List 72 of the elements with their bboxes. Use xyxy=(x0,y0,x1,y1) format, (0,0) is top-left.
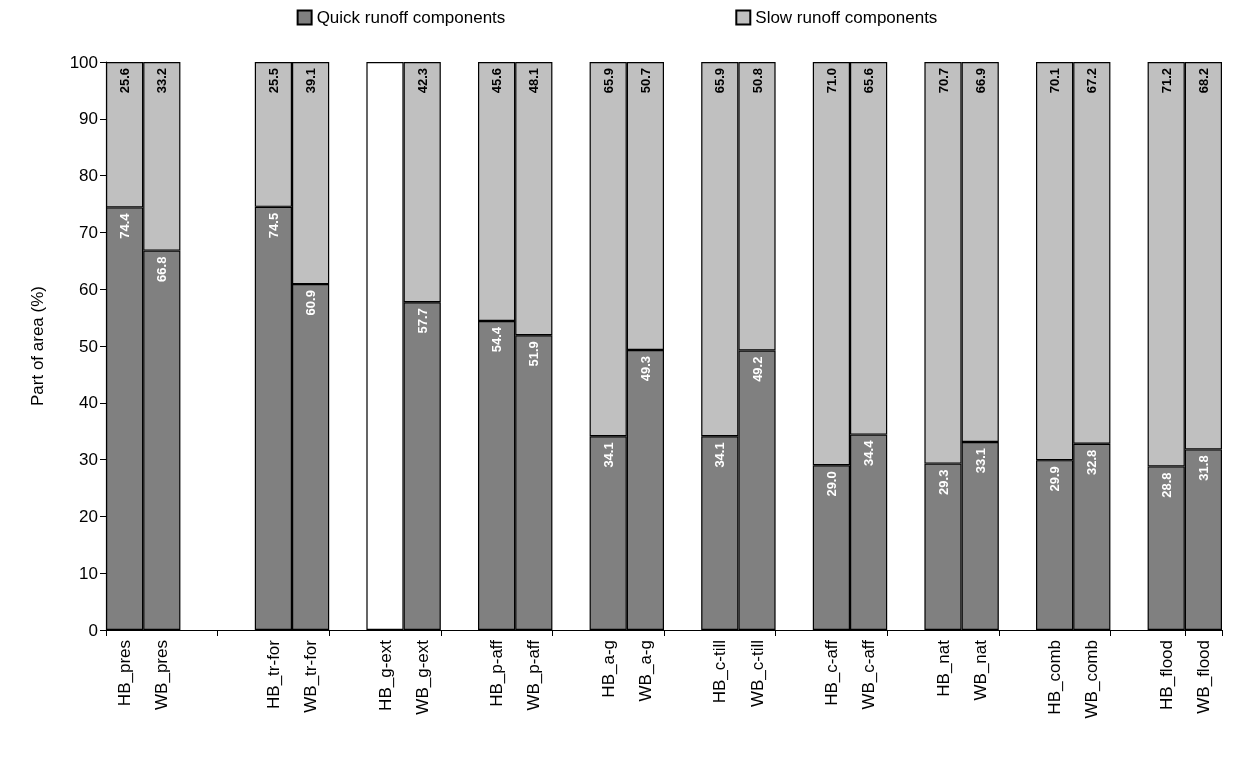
data-label: 49.3 xyxy=(637,355,653,382)
data-label: 57.7 xyxy=(414,308,430,334)
x-tick-label: HB_tr-for xyxy=(263,639,283,709)
y-tick-label: 80 xyxy=(79,166,98,186)
y-tick-label: 90 xyxy=(79,109,98,129)
y-tick-label: 0 xyxy=(88,620,98,640)
data-label: 68.2 xyxy=(1195,68,1211,94)
data-label: 45.6 xyxy=(489,68,505,94)
data-label: 65.9 xyxy=(712,68,728,94)
data-label: 34.4 xyxy=(861,439,877,466)
x-tick-label: HB_p-aff xyxy=(487,639,507,707)
data-label: 34.1 xyxy=(600,442,616,468)
x-tick-label: WB_comb xyxy=(1082,640,1102,719)
data-label: 67.2 xyxy=(1084,68,1100,94)
data-label: 65.6 xyxy=(861,68,877,94)
data-label: 25.5 xyxy=(265,68,281,94)
data-label: 60.9 xyxy=(303,290,319,316)
x-tick-label: WB_nat xyxy=(970,639,990,701)
x-tick-label: HB_c-aff xyxy=(821,639,841,706)
x-tick-label: WB_c-till xyxy=(747,640,767,708)
data-label: 51.9 xyxy=(526,341,542,367)
data-label: 65.9 xyxy=(600,68,616,94)
y-tick-label: 100 xyxy=(69,52,98,72)
legend-label: Slow runoff components xyxy=(755,8,938,27)
data-label: 25.6 xyxy=(117,68,133,94)
legend-label: Quick runoff components xyxy=(316,8,506,27)
y-tick-label: 70 xyxy=(79,222,98,242)
data-label: 32.8 xyxy=(1084,449,1100,476)
data-label: 28.8 xyxy=(1158,472,1174,498)
y-tick-label: 60 xyxy=(79,279,98,299)
data-label: 70.1 xyxy=(1047,68,1063,94)
x-tick-label: WB_tr-for xyxy=(301,639,321,713)
y-tick-label: 50 xyxy=(79,336,98,356)
data-label: 71.2 xyxy=(1158,68,1174,94)
x-tick-label: HB_flood xyxy=(1156,640,1176,710)
data-label: 54.4 xyxy=(489,326,505,353)
y-tick-label: 20 xyxy=(79,506,98,526)
y-tick-label: 10 xyxy=(79,563,98,583)
data-label: 33.2 xyxy=(154,68,170,94)
data-label: 66.8 xyxy=(154,256,170,282)
data-label: 29.0 xyxy=(823,471,839,497)
data-label: 34.1 xyxy=(712,442,728,468)
data-label: 39.1 xyxy=(303,68,319,94)
x-tick-label: WB_c-aff xyxy=(859,639,879,710)
x-tick-label: WB_a-g xyxy=(635,640,655,702)
data-label: 74.4 xyxy=(117,212,133,239)
x-tick-label: HB_c-till xyxy=(710,640,730,704)
x-tick-label: HB_a-g xyxy=(598,640,618,698)
x-tick-label: HB_comb xyxy=(1045,640,1065,715)
x-tick-label: WB_pres xyxy=(152,640,172,710)
x-tick-label: WB_p-aff xyxy=(524,639,544,711)
data-label: 29.9 xyxy=(1047,466,1063,492)
x-tick-label: WB_g-ext xyxy=(412,639,432,715)
data-label: 49.2 xyxy=(749,356,765,382)
y-axis-title: Part of area (%) xyxy=(28,286,47,406)
data-label: 48.1 xyxy=(526,68,542,94)
y-tick-label: 40 xyxy=(79,393,98,413)
data-label: 42.3 xyxy=(414,68,430,94)
data-label: 50.8 xyxy=(749,68,765,94)
x-tick-label: WB_flood xyxy=(1193,640,1213,714)
data-label: 50.7 xyxy=(637,68,653,94)
data-label: 70.7 xyxy=(935,68,951,94)
data-label: 31.8 xyxy=(1195,455,1211,481)
y-tick-label: 30 xyxy=(79,450,98,470)
data-label: 74.5 xyxy=(265,212,281,239)
data-label: 66.9 xyxy=(972,68,988,94)
x-tick-label: HB_pres xyxy=(115,640,135,707)
data-label: 33.1 xyxy=(972,447,988,474)
data-label: 29.3 xyxy=(935,469,951,495)
x-tick-label: HB_nat xyxy=(933,639,953,697)
x-tick-label: HB_g-ext xyxy=(375,639,395,711)
data-label: 71.0 xyxy=(823,68,839,94)
